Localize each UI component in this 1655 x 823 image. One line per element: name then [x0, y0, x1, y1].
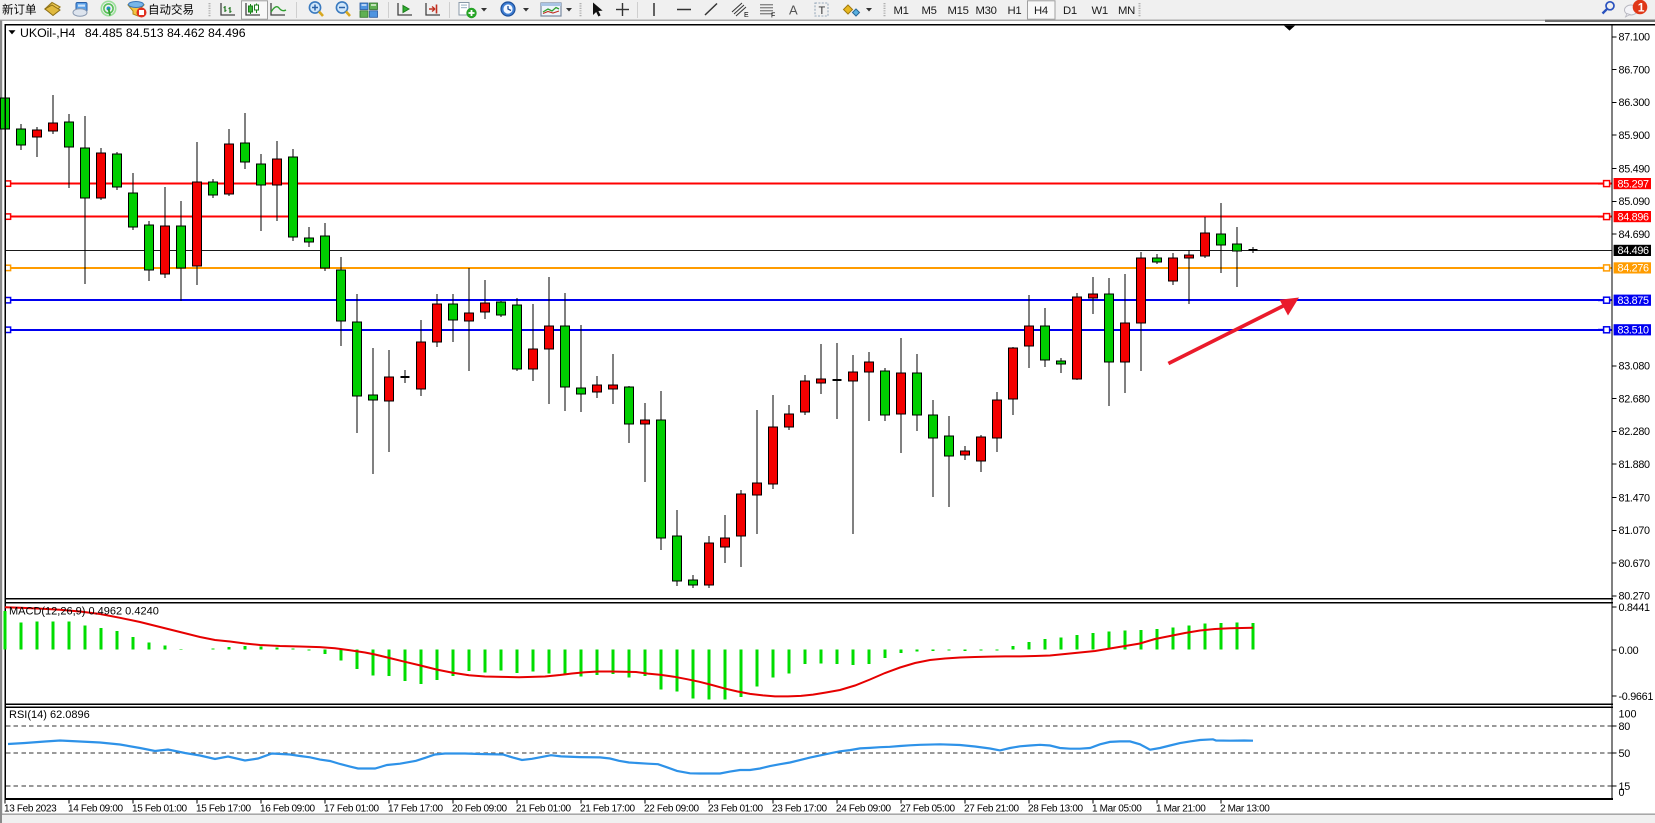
svg-text:85.090: 85.090: [1619, 196, 1651, 208]
svg-text:50: 50: [1619, 748, 1631, 760]
svg-text:F: F: [771, 13, 775, 20]
svg-text:80.670: 80.670: [1619, 558, 1651, 570]
svg-text:100: 100: [1619, 708, 1637, 720]
svg-text:16 Feb 09:00: 16 Feb 09:00: [260, 804, 316, 815]
svg-text:23 Feb 17:00: 23 Feb 17:00: [772, 804, 828, 815]
svg-text:85.900: 85.900: [1619, 130, 1651, 142]
svg-text:T: T: [819, 5, 826, 17]
svg-text:15 Feb 01:00: 15 Feb 01:00: [132, 804, 188, 815]
svg-text:UKOil-,H4 84.485 84.513 84.46: UKOil-,H4 84.485 84.513 84.462 84.496: [20, 26, 246, 40]
svg-text:84.896: 84.896: [1618, 211, 1650, 223]
svg-text:84.496: 84.496: [1618, 245, 1650, 257]
svg-text:81.880: 81.880: [1619, 459, 1651, 471]
svg-text:17 Feb 17:00: 17 Feb 17:00: [388, 804, 444, 815]
svg-text:0: 0: [1619, 787, 1625, 799]
svg-text:1 Mar 05:00: 1 Mar 05:00: [1092, 804, 1142, 815]
svg-text:82.280: 82.280: [1619, 426, 1651, 438]
svg-text:17 Feb 01:00: 17 Feb 01:00: [324, 804, 380, 815]
svg-text:84.690: 84.690: [1619, 229, 1651, 241]
svg-text:27 Feb 21:00: 27 Feb 21:00: [964, 804, 1020, 815]
svg-text:15: 15: [1619, 781, 1631, 793]
svg-text:13 Feb 2023: 13 Feb 2023: [4, 804, 57, 815]
svg-text:85.297: 85.297: [1618, 178, 1650, 190]
svg-text:81.070: 81.070: [1619, 525, 1651, 537]
svg-text:H1: H1: [1008, 5, 1022, 17]
svg-text:1: 1: [1638, 0, 1645, 14]
svg-text:M15: M15: [948, 5, 969, 17]
svg-text:D1: D1: [1063, 5, 1077, 17]
svg-text:28 Feb 13:00: 28 Feb 13:00: [1028, 804, 1084, 815]
svg-text:85.490: 85.490: [1619, 163, 1651, 175]
svg-text:15 Feb 17:00: 15 Feb 17:00: [196, 804, 252, 815]
svg-text:新订单: 新订单: [2, 3, 37, 17]
svg-text:M30: M30: [976, 5, 997, 17]
svg-text:24 Feb 09:00: 24 Feb 09:00: [836, 804, 892, 815]
svg-text:80.270: 80.270: [1619, 591, 1651, 603]
svg-text:M1: M1: [894, 5, 909, 17]
svg-text:21 Feb 01:00: 21 Feb 01:00: [516, 804, 572, 815]
svg-text:80: 80: [1619, 721, 1631, 733]
svg-text:E: E: [744, 12, 749, 19]
svg-text:W1: W1: [1092, 5, 1108, 17]
svg-text:22 Feb 09:00: 22 Feb 09:00: [644, 804, 700, 815]
svg-text:27 Feb 05:00: 27 Feb 05:00: [900, 804, 956, 815]
svg-text:23 Feb 01:00: 23 Feb 01:00: [708, 804, 764, 815]
svg-text:MACD(12,26,9) 0.4962 0.4240: MACD(12,26,9) 0.4962 0.4240: [9, 606, 159, 618]
svg-text:M5: M5: [922, 5, 937, 17]
svg-text:83.510: 83.510: [1618, 325, 1650, 337]
svg-text:21 Feb 17:00: 21 Feb 17:00: [580, 804, 636, 815]
svg-text:0.8441: 0.8441: [1619, 602, 1651, 614]
svg-text:87.100: 87.100: [1619, 32, 1651, 44]
svg-text:2 Mar 13:00: 2 Mar 13:00: [1220, 804, 1270, 815]
svg-text:A: A: [789, 3, 798, 18]
svg-text:82.680: 82.680: [1619, 393, 1651, 405]
svg-text:1 Mar 21:00: 1 Mar 21:00: [1156, 804, 1206, 815]
svg-text:0.00: 0.00: [1619, 645, 1639, 657]
svg-text:H4: H4: [1034, 5, 1048, 17]
svg-text:86.300: 86.300: [1619, 97, 1651, 109]
svg-text:83.875: 83.875: [1618, 295, 1650, 307]
svg-text:RSI(14) 62.0896: RSI(14) 62.0896: [9, 709, 90, 721]
svg-text:20 Feb 09:00: 20 Feb 09:00: [452, 804, 508, 815]
svg-text:84.276: 84.276: [1618, 263, 1650, 275]
svg-text:83.080: 83.080: [1619, 361, 1651, 373]
svg-text:86.700: 86.700: [1619, 64, 1651, 76]
svg-text:-0.9661: -0.9661: [1619, 691, 1654, 703]
svg-text:81.470: 81.470: [1619, 493, 1651, 505]
svg-text:MN: MN: [1118, 5, 1135, 17]
svg-text:14 Feb 09:00: 14 Feb 09:00: [68, 804, 124, 815]
svg-text:自动交易: 自动交易: [148, 3, 194, 17]
